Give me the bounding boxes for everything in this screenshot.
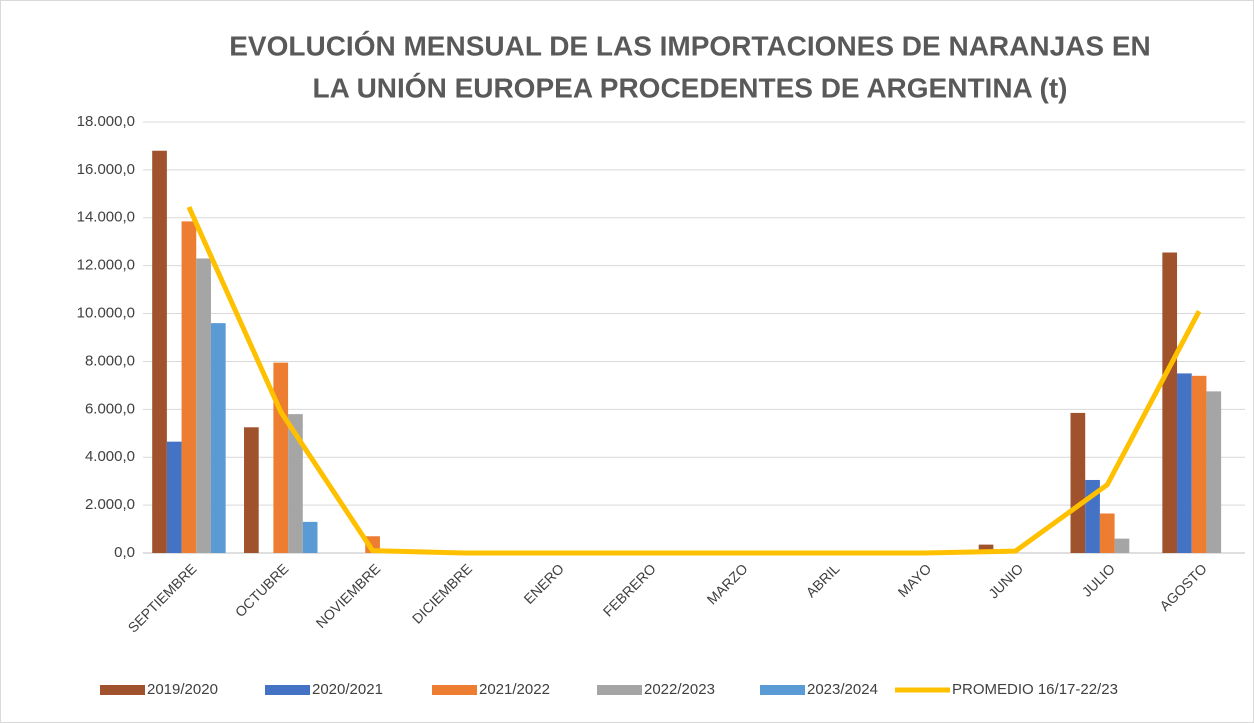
y-tick-label: 6.000,0 [85, 400, 135, 417]
bar [181, 221, 197, 553]
line [186, 205, 1202, 556]
legend-swatch [760, 685, 805, 695]
y-tick-label: 16.000,0 [77, 161, 135, 178]
bar [210, 323, 226, 553]
y-tick-label: 18.000,0 [77, 113, 135, 130]
bar [152, 150, 167, 553]
legend-label: 2020/2021 [312, 681, 383, 698]
bar [288, 414, 303, 553]
bar [1177, 373, 1192, 553]
bar [302, 521, 318, 553]
legend-swatch [597, 685, 642, 695]
bar [1162, 252, 1178, 553]
legend-label: 2019/2020 [147, 681, 218, 698]
bar [1114, 538, 1130, 553]
legend-swatch [265, 685, 310, 695]
y-tick-label: 0,0 [114, 544, 135, 561]
legend-label: 2021/2022 [479, 681, 550, 698]
bar [1191, 375, 1207, 553]
chart-title: EVOLUCIÓN MENSUAL DE LAS IMPORTACIONES D… [229, 30, 1150, 61]
y-tick-label: 12.000,0 [77, 257, 135, 274]
bar [1070, 412, 1086, 553]
legend-swatch [100, 685, 145, 695]
legend-label: 2023/2024 [807, 681, 878, 698]
y-tick-label: 8.000,0 [85, 352, 135, 369]
y-tick-label: 10.000,0 [77, 305, 135, 322]
bar [244, 427, 259, 553]
y-tick-label: 4.000,0 [85, 448, 135, 465]
bar [166, 441, 182, 553]
bar [1206, 391, 1222, 553]
bar [196, 258, 211, 553]
bar [273, 362, 289, 553]
legend-swatch [432, 685, 477, 695]
y-tick-label: 2.000,0 [85, 496, 135, 513]
bar [978, 544, 994, 553]
legend-label: PROMEDIO 16/17-22/23 [952, 681, 1118, 698]
legend-label: 2022/2023 [644, 681, 715, 698]
chart-title: LA UNIÓN EUROPEA PROCEDENTES DE ARGENTIN… [313, 72, 1068, 103]
y-tick-label: 14.000,0 [77, 209, 135, 226]
bar [1099, 513, 1115, 553]
